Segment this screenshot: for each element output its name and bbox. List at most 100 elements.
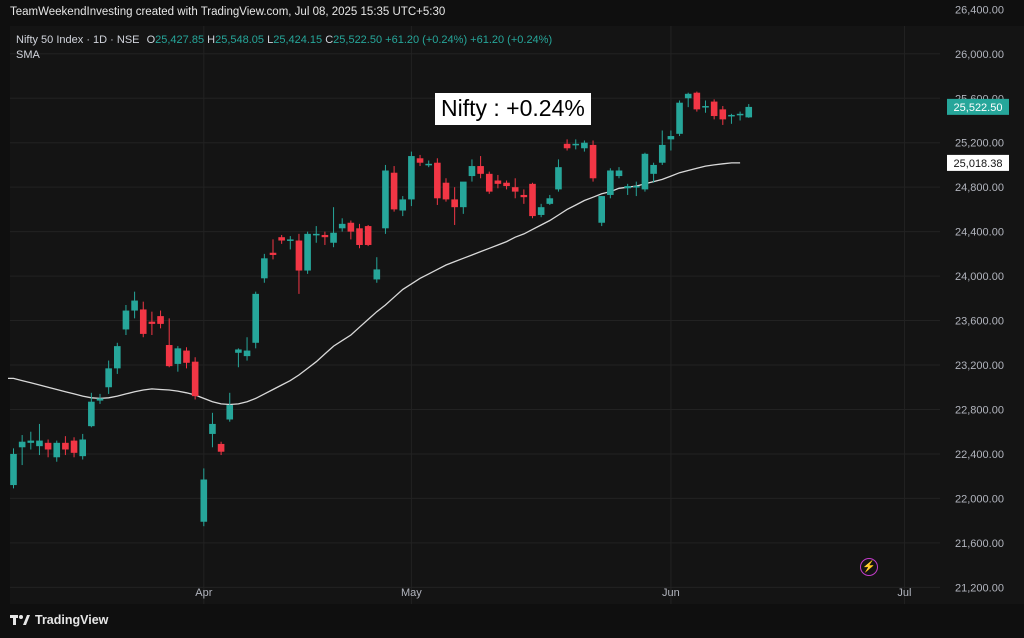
candle-body (555, 167, 562, 190)
last-price-label: 25,522.50 (954, 102, 1003, 114)
candle-body (745, 106, 753, 118)
candle (330, 207, 337, 248)
x-tick-label: Apr (195, 587, 212, 599)
candle (287, 236, 294, 250)
candle (139, 301, 147, 338)
sma-indicator-label[interactable]: SMA (16, 49, 40, 61)
change-value-secondary: +61.20 (+0.24%) (470, 34, 553, 46)
candle-body (96, 398, 104, 401)
candle-body (321, 234, 329, 238)
candle (165, 318, 173, 368)
candle-body (62, 442, 69, 450)
y-tick-label: 22,800.00 (955, 404, 1004, 416)
candle (537, 203, 545, 218)
candle (338, 218, 346, 232)
last-price-tag (947, 98, 1009, 115)
candle-body (88, 401, 95, 427)
candle-body (546, 198, 554, 204)
candle (252, 291, 259, 349)
candle (702, 100, 709, 113)
low-label: L (267, 34, 274, 46)
candle (191, 357, 199, 400)
candle (27, 431, 35, 450)
candle (425, 160, 432, 168)
candle (633, 181, 640, 197)
candle-body (511, 187, 519, 192)
tradingview-logo[interactable]: TradingView (10, 613, 108, 627)
candle (494, 174, 502, 189)
candle (174, 346, 182, 372)
candle (148, 311, 156, 336)
candle (719, 106, 727, 125)
y-tick-label: 22,400.00 (955, 449, 1004, 461)
close-value: 25,522.50 (333, 34, 383, 46)
high-value: 25,548.05 (215, 34, 265, 46)
symbol-name[interactable]: Nifty 50 Index · 1D · NSE (16, 34, 140, 46)
candle-body (633, 186, 640, 188)
candle (607, 168, 614, 199)
candle-body (684, 93, 692, 99)
candle-body (425, 163, 432, 166)
candle-body (537, 207, 545, 215)
candle-body (217, 443, 225, 452)
candle (278, 234, 285, 244)
candle-body (312, 233, 320, 236)
lightning-icon[interactable]: ⚡ (860, 558, 878, 576)
candle (451, 187, 458, 225)
candle-body (53, 442, 61, 458)
candle-body (278, 237, 285, 241)
candle (243, 337, 251, 361)
candle (520, 189, 528, 204)
candle-body (373, 269, 381, 280)
candle-body (477, 166, 484, 174)
candle-body (408, 156, 415, 200)
candle-body (416, 158, 424, 163)
candle-body (36, 440, 43, 447)
candle-body (338, 223, 346, 229)
high-label: H (207, 34, 216, 46)
candle (477, 156, 484, 179)
candle (563, 139, 571, 151)
sma-line (8, 162, 741, 406)
candle-body (330, 232, 337, 243)
candle (710, 99, 718, 120)
candle-body (122, 310, 130, 330)
candle (641, 152, 649, 192)
candles-group (10, 91, 753, 527)
y-tick-label: 24,800.00 (955, 182, 1004, 194)
candle-body (641, 153, 649, 190)
candle-body (658, 144, 666, 163)
candle (62, 436, 69, 456)
candle-body (226, 405, 234, 420)
candle (79, 433, 86, 460)
candle (347, 220, 355, 240)
candle (122, 304, 130, 336)
candle-body (624, 186, 631, 189)
candle (468, 159, 476, 182)
annotation-label: Nifty : +0.24% (435, 93, 591, 125)
candle (736, 111, 744, 121)
y-tick-label: 23,200.00 (955, 360, 1004, 372)
price-axis[interactable] (940, 26, 1024, 604)
candle-body (139, 309, 147, 334)
low-value: 25,424.15 (273, 34, 323, 46)
candle (321, 231, 329, 245)
y-tick-label: 23,600.00 (955, 316, 1004, 328)
candle (503, 180, 510, 190)
candle-body (252, 293, 259, 343)
candle-body (503, 182, 510, 187)
candle (44, 439, 52, 458)
candle (200, 468, 208, 527)
candle (235, 348, 242, 368)
candle-body (235, 349, 242, 353)
candle (131, 291, 138, 319)
candle (399, 196, 407, 217)
candle-body (650, 164, 657, 174)
candle (88, 392, 95, 428)
candle-body (607, 170, 614, 195)
candle (157, 310, 164, 329)
candle-body (485, 173, 493, 192)
candle-body (105, 368, 112, 388)
symbol-legend: Nifty 50 Index · 1D · NSE O25,427.85 H25… (16, 34, 552, 46)
change-value: +61.20 (+0.24%) (385, 34, 468, 46)
